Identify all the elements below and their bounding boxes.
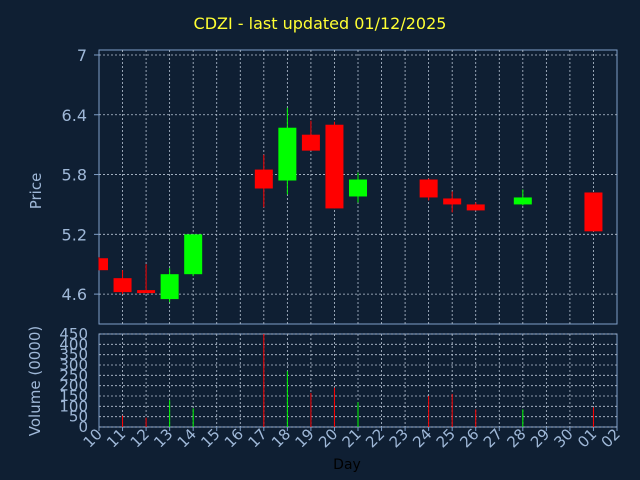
candle-body <box>160 274 179 300</box>
candle-body <box>113 278 132 293</box>
x-tick-label: 18 <box>268 425 294 451</box>
x-tick-label: 01 <box>574 425 600 451</box>
x-tick-label: 13 <box>150 425 176 451</box>
candle-body <box>184 234 203 275</box>
candle-body <box>419 179 438 198</box>
chart-title: CDZI - last updated 01/12/2025 <box>193 14 447 33</box>
x-tick-label: 26 <box>456 425 482 451</box>
x-tick-label: 19 <box>292 425 318 451</box>
x-tick-label: 27 <box>480 425 506 451</box>
volume-tick-label: 450 <box>59 325 88 343</box>
x-tick-label: 21 <box>339 425 365 451</box>
volume-tick-label: 0 <box>78 418 88 436</box>
x-tick-label: 20 <box>315 425 341 451</box>
candle-body <box>301 134 320 151</box>
volume-tick-label: 250 <box>59 366 88 384</box>
candle-body <box>137 290 156 294</box>
price-tick-label: 6.4 <box>62 106 87 125</box>
x-tick-label: 16 <box>221 425 247 451</box>
candle-body <box>278 127 297 181</box>
candle-body <box>466 204 485 211</box>
candle-body <box>325 124 344 209</box>
price-tick-label: 5.2 <box>62 225 87 244</box>
x-tick-label: 17 <box>244 425 270 451</box>
volume-tick-label: 100 <box>59 397 88 415</box>
x-tick-label: 12 <box>127 425 153 451</box>
candle-body <box>584 192 603 232</box>
volume-tick-label: 300 <box>59 356 88 374</box>
volume-tick-label: 150 <box>59 387 88 405</box>
x-tick-label: 02 <box>598 425 624 451</box>
x-tick-label: 30 <box>551 425 577 451</box>
volume-tick-label: 50 <box>69 408 88 426</box>
x-tick-label: 11 <box>103 425 129 451</box>
x-tick-label: 24 <box>409 425 435 451</box>
candle-body <box>254 169 273 189</box>
x-tick-label: 22 <box>362 425 388 451</box>
x-tick-label: 23 <box>386 425 412 451</box>
price-tick-label: 5.8 <box>62 166 87 185</box>
volume-tick-label: 350 <box>59 346 88 364</box>
x-tick-label: 14 <box>174 425 200 451</box>
x-axis-label: Day <box>333 457 361 473</box>
candle-body <box>443 198 462 205</box>
candle-body <box>513 197 532 205</box>
x-tick-label: 25 <box>433 425 459 451</box>
x-tick-label: 15 <box>197 425 223 451</box>
candle-body <box>349 179 367 197</box>
volume-tick-label: 200 <box>59 377 88 395</box>
candle-body <box>99 258 108 271</box>
x-tick-label: 29 <box>527 425 553 451</box>
volume-tick-label: 400 <box>59 335 88 353</box>
price-tick-label: 4.6 <box>62 285 87 304</box>
price-tick-label: 7 <box>77 46 87 65</box>
x-tick-label: 28 <box>503 425 529 451</box>
